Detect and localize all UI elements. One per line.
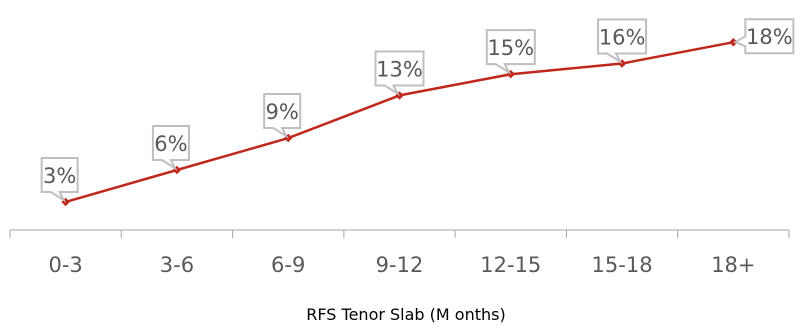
- data-label: 3%: [43, 164, 76, 188]
- data-label: 15%: [487, 36, 534, 60]
- data-label: 18%: [746, 25, 793, 49]
- x-tick-label: 3-6: [160, 253, 194, 277]
- x-tick-label: 6-9: [271, 253, 305, 277]
- x-axis-title: RFS Tenor Slab (M onths): [306, 305, 505, 324]
- data-label: 16%: [599, 26, 646, 50]
- x-tick-label: 9-12: [376, 253, 424, 277]
- data-label-callouts: 3% 6% 9% 13% 15% 16% 18%: [40, 18, 795, 203]
- callout-box: [733, 18, 795, 55]
- data-label-callout: 18%: [733, 18, 795, 55]
- x-tick-label: 15-18: [592, 253, 653, 277]
- data-label-callout: 3%: [40, 156, 79, 203]
- x-axis-tick-labels: 0-3 3-6 6-9 9-12 12-15 15-18 18+: [48, 253, 755, 277]
- callout-box: [485, 29, 536, 75]
- callout-box: [374, 50, 425, 97]
- x-tick-label: 0-3: [48, 253, 82, 277]
- x-tick-label: 12-15: [480, 253, 541, 277]
- data-label-callout: 9%: [263, 93, 302, 139]
- data-label: 9%: [266, 100, 299, 124]
- callout-box: [151, 125, 190, 171]
- data-label-callout: 6%: [151, 125, 190, 171]
- x-axis-ticks: [9, 230, 790, 238]
- x-tick-label: 18+: [711, 253, 755, 277]
- callout-box: [40, 156, 79, 203]
- data-label-callout: 16%: [597, 18, 648, 65]
- data-label: 6%: [154, 132, 187, 156]
- callout-box: [597, 18, 648, 65]
- data-label: 13%: [376, 57, 423, 81]
- data-label-callout: 15%: [485, 29, 536, 75]
- callout-box: [263, 93, 302, 139]
- data-label-callout: 13%: [374, 50, 425, 97]
